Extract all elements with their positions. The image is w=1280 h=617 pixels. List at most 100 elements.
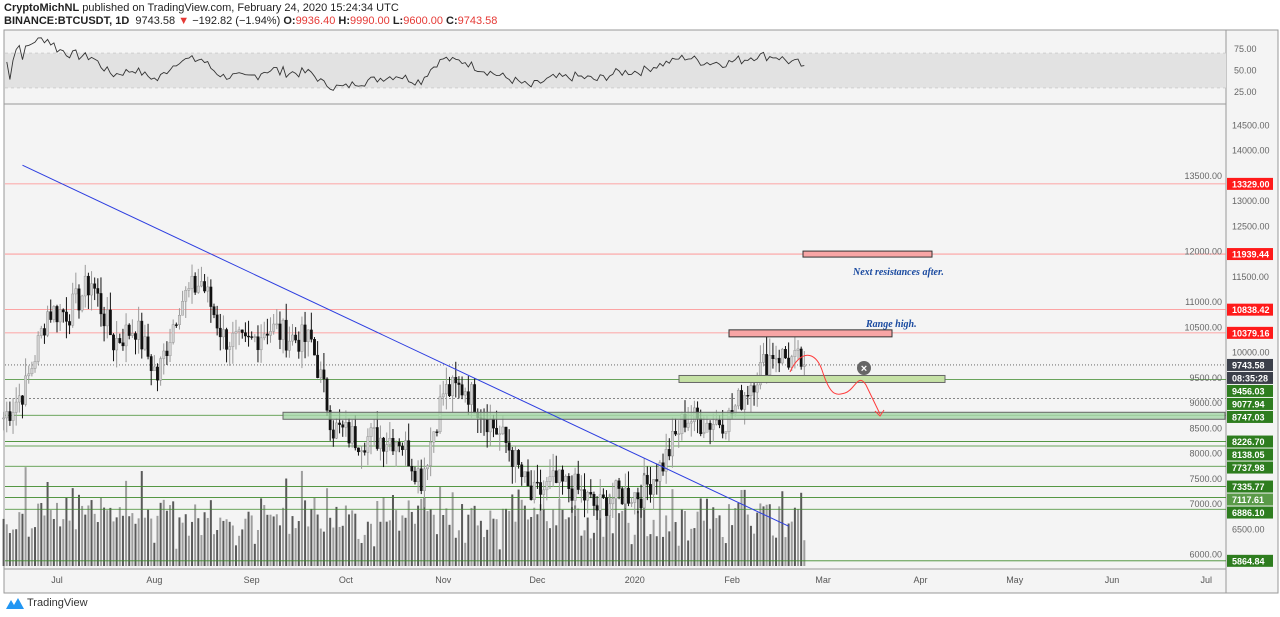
volume-bar bbox=[332, 527, 335, 566]
candle-down bbox=[457, 382, 461, 385]
candle-down bbox=[247, 335, 250, 338]
candle-down bbox=[294, 334, 298, 341]
volume-bar bbox=[567, 517, 570, 566]
volume-bar bbox=[539, 504, 542, 566]
volume-bar bbox=[693, 528, 696, 566]
volume-bar bbox=[178, 517, 181, 566]
tradingview-logo[interactable]: TradingView bbox=[6, 597, 88, 609]
volume-bar bbox=[423, 497, 426, 566]
candle-up bbox=[702, 431, 706, 435]
candle-down bbox=[517, 450, 520, 465]
volume-bar bbox=[417, 505, 420, 566]
candle-up bbox=[162, 350, 166, 359]
candle-up bbox=[228, 346, 232, 350]
candle-down bbox=[746, 395, 750, 397]
candle-up bbox=[715, 420, 718, 425]
volume-bar bbox=[762, 506, 765, 566]
volume-bar bbox=[426, 511, 429, 566]
volume-bar bbox=[366, 521, 369, 566]
candle-up bbox=[749, 385, 753, 396]
candle-up bbox=[190, 275, 194, 289]
volume-bar bbox=[112, 521, 115, 566]
volume-bar bbox=[473, 505, 476, 566]
volume-bar bbox=[410, 511, 413, 566]
volume-bar bbox=[680, 509, 683, 566]
volume-bar bbox=[363, 534, 366, 566]
volume-bar bbox=[583, 530, 586, 566]
volume-bar bbox=[743, 489, 746, 566]
volume-bar bbox=[382, 497, 385, 566]
candle-down bbox=[413, 470, 417, 483]
support-price-label: 8226.70 bbox=[1232, 437, 1265, 447]
volume-bar bbox=[420, 498, 423, 566]
candle-up bbox=[790, 356, 794, 368]
volume-bar bbox=[15, 529, 18, 566]
volume-bar bbox=[687, 540, 690, 566]
candle-down bbox=[787, 357, 791, 368]
candle-down bbox=[708, 422, 712, 430]
volume-bar bbox=[564, 519, 567, 566]
candle-up bbox=[222, 329, 225, 338]
volume-bar bbox=[768, 504, 771, 566]
candle-down bbox=[655, 479, 659, 482]
volume-bar bbox=[461, 504, 464, 566]
published-info: published on TradingView.com, February 2… bbox=[82, 2, 399, 14]
volume-bar bbox=[253, 543, 256, 566]
candle-up bbox=[300, 324, 304, 352]
candle-down bbox=[203, 281, 206, 292]
volume-bar bbox=[250, 515, 253, 566]
support-price-label-bg bbox=[1227, 480, 1273, 493]
candle-up bbox=[36, 335, 40, 362]
candle-down bbox=[639, 498, 643, 509]
candle-down bbox=[510, 450, 514, 467]
time-tick-label: Feb bbox=[724, 575, 740, 585]
volume-bar bbox=[715, 518, 718, 566]
candle-down bbox=[407, 440, 411, 467]
candle-up bbox=[46, 311, 49, 336]
volume-bar bbox=[360, 542, 363, 566]
volume-bar bbox=[216, 530, 219, 566]
support-price-label: 8138.05 bbox=[1232, 450, 1265, 460]
resistance-price-label-bg bbox=[1227, 326, 1273, 339]
candle-down bbox=[297, 339, 301, 352]
volume-bar bbox=[514, 521, 517, 566]
candle-up bbox=[558, 469, 561, 483]
candle-down bbox=[492, 418, 495, 429]
candle-up bbox=[231, 332, 235, 347]
candle-down bbox=[636, 492, 640, 500]
candle-up bbox=[372, 427, 376, 429]
candle-up bbox=[2, 417, 6, 420]
candle-up bbox=[178, 315, 181, 325]
volume-bar bbox=[614, 493, 617, 566]
time-tick-label: Oct bbox=[339, 575, 354, 585]
candle-up bbox=[71, 293, 75, 326]
resistance-price-label: 13329.00 bbox=[1232, 179, 1270, 189]
candle-up bbox=[234, 331, 238, 334]
candle-down bbox=[466, 391, 470, 405]
volume-bar bbox=[27, 536, 30, 566]
volume-bar bbox=[93, 513, 96, 566]
candle-down bbox=[529, 485, 533, 500]
open-value: 9936.40 bbox=[295, 15, 336, 27]
annotation-next-resistances: Next resistances after. bbox=[852, 267, 944, 278]
time-tick-label: 2020 bbox=[625, 575, 645, 585]
volume-bar bbox=[577, 508, 580, 566]
price-tick-label: 14500.00 bbox=[1232, 120, 1270, 130]
candle-down bbox=[605, 497, 608, 516]
candle-down bbox=[331, 429, 335, 439]
volume-bar bbox=[137, 518, 140, 566]
candle-up bbox=[611, 498, 615, 505]
candle-down bbox=[328, 410, 332, 431]
candle-up bbox=[74, 288, 78, 295]
volume-bar bbox=[505, 508, 508, 566]
volume-bar bbox=[646, 536, 649, 566]
volume-bar bbox=[765, 504, 768, 566]
volume-bar bbox=[624, 492, 627, 566]
candle-down bbox=[112, 334, 115, 351]
volume-bar bbox=[388, 520, 391, 566]
candle-down bbox=[341, 424, 345, 428]
candle-up bbox=[705, 422, 709, 433]
volume-bar bbox=[34, 527, 37, 566]
volume-bar bbox=[787, 523, 790, 566]
